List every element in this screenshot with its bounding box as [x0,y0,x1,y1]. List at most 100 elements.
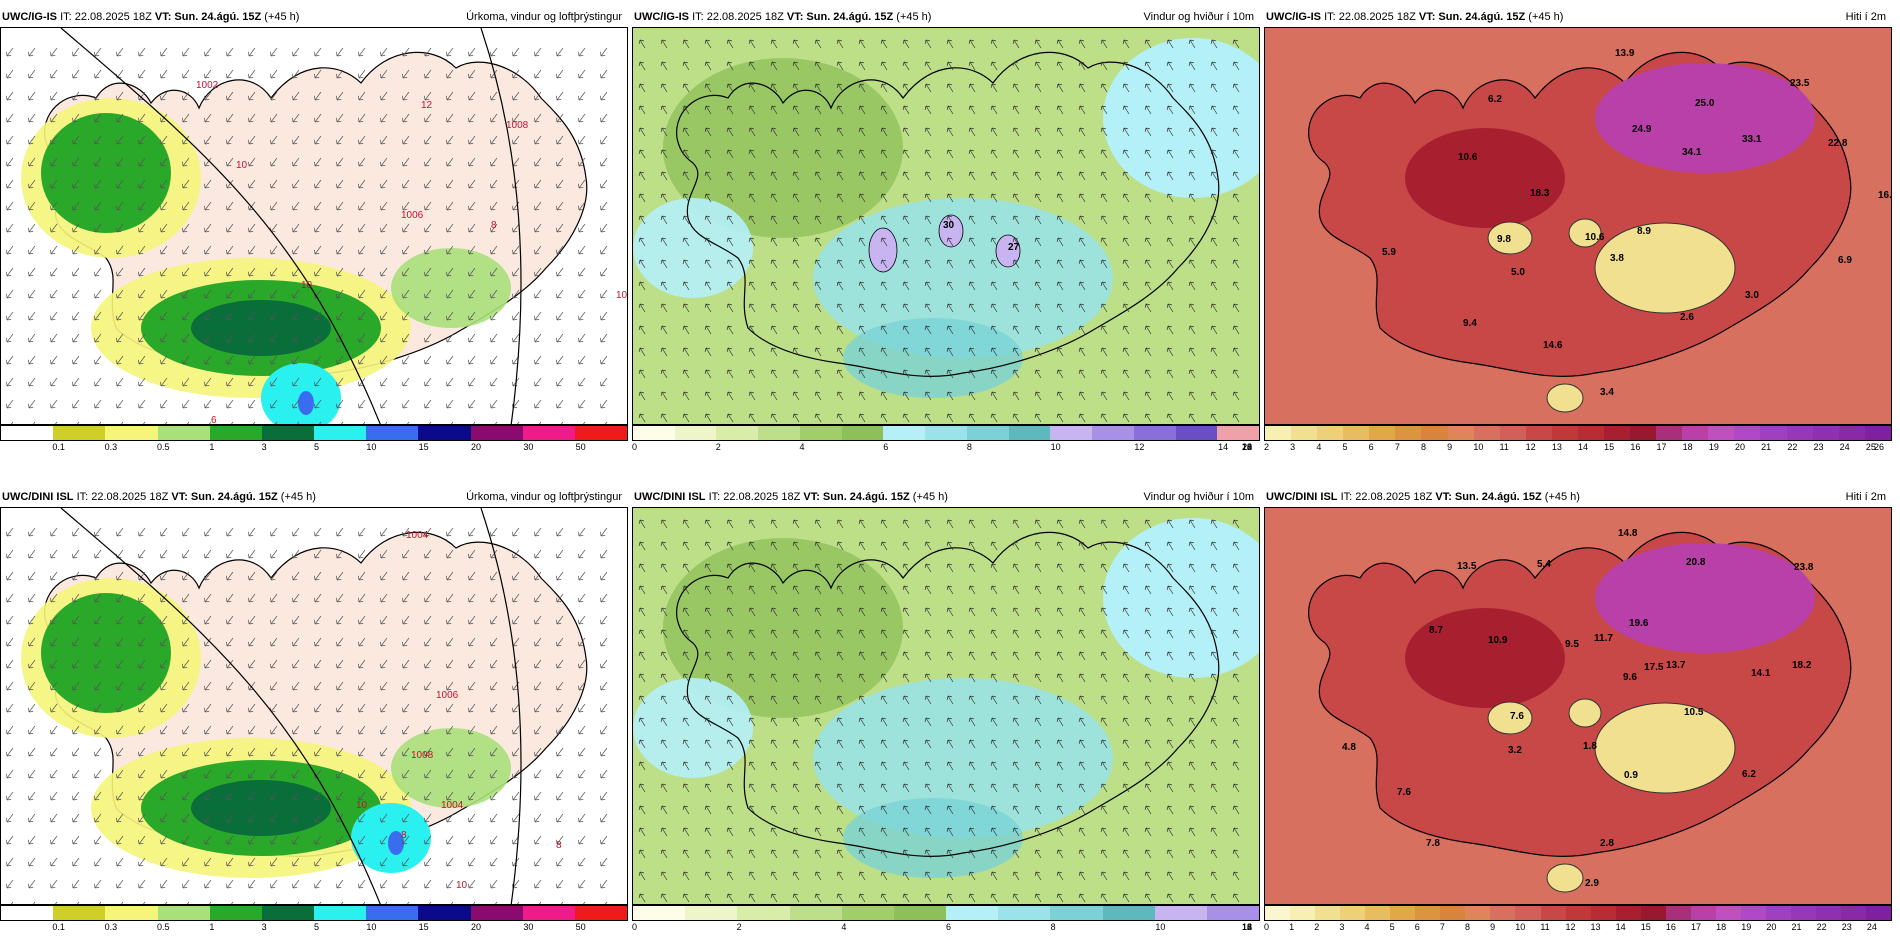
model-name: UWC/DINI ISL [2,491,74,503]
colorbar-swatch [522,906,575,920]
colorbar-swatch [841,426,884,440]
colorbar-tick-label: 14 [1615,922,1626,932]
colorbar-swatch [1,906,54,920]
map-value-label: 13.9 [1615,48,1635,59]
colorbar-swatch [1682,426,1709,440]
colorbar-tick-label: 16 [1630,442,1641,452]
init-time: IT: 22.08.2025 18Z [708,491,801,503]
map-value-label: 10 [236,160,248,171]
colorbar-tick-label: 5 [314,922,320,932]
init-time: IT: 22.08.2025 18Z [692,11,784,23]
lead-time: (+45 h) [264,11,300,23]
map-value-label: 10 [616,290,627,301]
colorbar-tick-label: 13 [1551,442,1562,452]
map-value-label: 8.9 [1637,226,1651,237]
colorbar-swatch [966,426,1009,440]
map-value-label: 7.8 [1426,838,1440,849]
colorbar-tick-label: 2 [715,442,721,452]
map-plot [633,508,1259,904]
map-value-label: 8 [401,830,407,841]
colorbar-swatch [1604,426,1631,440]
map-area: 1004 10 8 10 1006 1008 1004 8 [0,507,628,905]
colorbar-swatch [925,426,967,440]
colorbar-swatch [209,426,262,440]
panel-dini-precip: UWC/DINI ISL IT: 22.08.2025 18Z VT: Sun.… [0,487,628,939]
colorbar-swatch [1590,906,1616,920]
colorbar-tick-label: 5 [314,442,320,452]
map-area [632,507,1260,905]
colorbar-tick-label: 30 [523,922,534,932]
lead-time: (+45 h) [1544,491,1580,503]
colorbar-swatch [1715,906,1741,920]
colorbar-tick-label: 6 [1368,442,1374,452]
colorbar-swatch [1415,906,1441,920]
colorbar-swatch [53,906,106,920]
colorbar-tick-label: 0 [1264,922,1270,932]
colorbar-swatch [470,906,523,920]
colorbar-tick-label: 2 [736,922,742,932]
map-value-label: 2.6 [1680,312,1694,323]
colorbar-tick-label: 7 [1394,442,1400,452]
colorbar-swatch [1,426,54,440]
colorbar-swatch [1102,906,1155,920]
map-value-label: 0.9 [1624,770,1638,781]
colorbar-swatch [105,426,158,440]
map-plot: 1004 10 8 10 1006 1008 1004 8 [1,508,627,904]
colorbar-swatch [1265,426,1292,440]
colorbar-swatch [1790,906,1817,920]
colorbar-swatch [883,426,926,440]
colorbar [0,905,628,921]
colorbar-tick-label: 5 [1342,442,1348,452]
valid-time: Sun. 24.ágú. 15Z [174,11,262,23]
colorbar-tick-label: 14 [1218,442,1229,452]
map-value-label: 20.8 [1686,557,1706,568]
colorbar-swatch [1765,906,1791,920]
colorbar-swatch [1540,906,1566,920]
colorbar-tick-label: 8 [1421,442,1427,452]
map-value-label: 10.5 [1684,707,1704,718]
map-value-label: 7.6 [1397,787,1411,798]
model-name: UWC/DINI ISL [1266,491,1338,503]
colorbar-swatch [737,906,790,920]
map-value-label: 4.8 [1342,742,1356,753]
colorbar-tick-label: 0.1 [52,922,65,932]
colorbar-tick-label: 10 [1515,922,1526,932]
map-value-label: 8 [491,220,497,231]
colorbar-tick-label: 3 [1339,922,1345,932]
colorbar-swatch [1395,426,1422,440]
colorbar-swatch [366,426,419,440]
map-value-label: 9.4 [1463,318,1477,329]
colorbar-tick-label: 0.5 [157,442,170,452]
colorbar-swatch [1291,426,1318,440]
colorbar-tick-label: 16 [1665,922,1676,932]
colorbar-tick-label: 11 [1540,922,1550,932]
valid-time: Sun. 24.ágú. 15Z [190,491,278,503]
model-name: UWC/IG-IS [634,11,689,23]
colorbar-tick-label: 1 [209,442,215,452]
init-time: IT: 22.08.2025 18Z [1340,491,1433,503]
colorbar-swatch [1760,426,1787,440]
valid-time: Sun. 24.ágú. 15Z [822,491,910,503]
colorbar-swatch [1365,906,1391,920]
colorbar-swatch [418,906,471,920]
colorbar-tick-label: 8 [1050,922,1056,932]
map-value-label: 5.4 [1537,559,1551,570]
map-value-label: 10 [356,800,368,811]
init-time: IT: 22.08.2025 18Z [1324,11,1416,23]
colorbar-tick-label: 2 [1264,442,1270,452]
map-value-label: 5.9 [1382,247,1396,258]
colorbar-swatch [314,426,367,440]
colorbar-tick-label: 50 [575,442,586,452]
colorbar-tick-label: 14 [1242,922,1253,932]
colorbar-tick-label: 0 [632,922,638,932]
colorbar-swatch [574,426,628,440]
map-plot: 13.9 6.2 25.0 23.5 10.6 24.9 34.1 33.1 22.8 16.1 1… [1265,28,1891,424]
map-value-label: 12 [421,100,433,111]
map-value-label: 13.7 [1666,660,1686,671]
colorbar-tick-label: 3 [1290,442,1296,452]
colorbar [1264,425,1892,441]
map-value-label: 9.5 [1565,639,1579,650]
colorbar-swatch [1369,426,1396,440]
map-plot: 1002 1006 1008 12 10 8 10 6 10 [1,28,627,424]
colorbar-ticks: 0 1 2 3 4 5 6 7 8 9 10 11 12 13 14 15 16 17 18 19 20 21 22 23 24 [1264,921,1892,935]
